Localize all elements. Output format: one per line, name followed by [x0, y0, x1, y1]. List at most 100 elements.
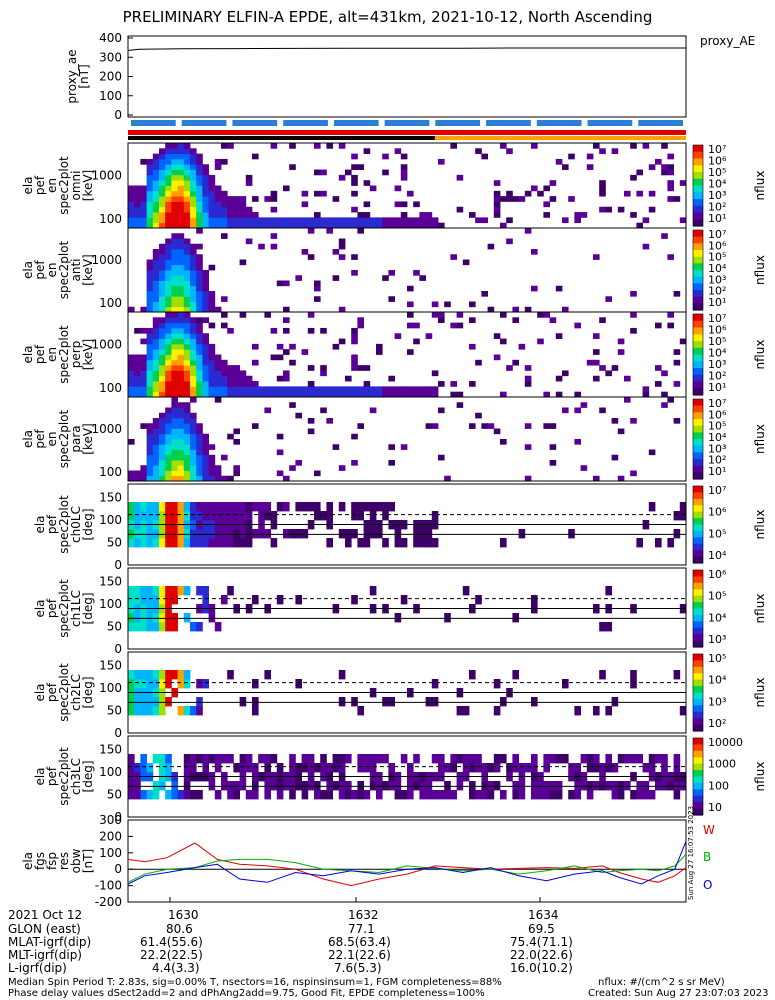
energy-panel-1-cell: [196, 180, 203, 186]
energy-panel-2-cell: [146, 296, 154, 302]
energy-panel-2-cell: [152, 296, 160, 302]
energy-panel-3-cell: [500, 391, 507, 398]
pitch-panel-3-cell: [239, 754, 247, 764]
pitch-panel-3-cell: [407, 781, 414, 791]
footer-line-2: Phase delay values dSect2add=2 and dPhAn…: [8, 988, 485, 999]
energy-panel-3-cell: [183, 359, 191, 366]
pitch-panel-1-ylabel-line-3: ch1LC: [69, 590, 83, 627]
pitch-panel-2-cell: [146, 670, 154, 680]
energy-panel-4-cell: [140, 423, 147, 429]
pitch-panel-2-cell: [388, 697, 395, 707]
energy-panel-4-cell: [196, 428, 203, 435]
pitch-panel-3-cell: [351, 790, 358, 800]
energy-panel-3-cell: [369, 386, 377, 393]
pitch-panel-2-cell: [196, 679, 203, 689]
energy-panel-2-cell: [159, 301, 166, 308]
energy-panel-3-cell: [202, 349, 209, 355]
energy-panel-3-cell: [245, 375, 253, 382]
energy-panel-3-cell: [258, 386, 265, 393]
pitch-panel-1-colorbar-swatch: [693, 634, 703, 638]
energy-panel-3-cell: [214, 365, 222, 371]
energy-panel-1-cell: [171, 196, 178, 202]
energy-panel-2-cell: [301, 249, 309, 255]
energy-panel-1-cell: [363, 201, 371, 208]
pitch-panel-0-ytick-label: 100: [99, 513, 122, 527]
energy-panel-3-cell: [283, 386, 290, 393]
energy-panel-2-cell: [177, 270, 185, 276]
energy-panel-2-cell: [177, 264, 185, 271]
energy-panel-3-cell: [500, 312, 507, 318]
energy-panel-3-cell: [190, 354, 197, 361]
pitch-panel-1-colorbar-tick: 10³: [708, 633, 726, 646]
pitch-panel-2-colorbar-tick: 10⁴: [708, 674, 727, 687]
pitch-panel-2-colorbar-swatch: [693, 682, 703, 687]
energy-panel-3-cell: [407, 349, 414, 355]
energy-panel-4-cell: [171, 460, 178, 466]
pitch-panel-1-colorbar-swatch: [693, 640, 703, 645]
pitch-panel-0-cell: [146, 529, 154, 539]
energy-panel-1-cell: [351, 217, 358, 224]
pitch-panel-1-cell: [202, 595, 209, 605]
energy-panel-2-colorbar-swatch: [693, 303, 703, 308]
pitch-panel-3-cell: [469, 790, 476, 800]
fgs-panel-ytick-label: 200: [99, 829, 122, 843]
energy-panel-4-cell: [388, 444, 395, 450]
energy-panel-1-cell: [307, 222, 315, 229]
energy-panel-2-cell: [562, 306, 569, 313]
energy-panel-4-frame: [127, 396, 687, 482]
energy-panel-4-cell: [177, 454, 185, 461]
pitch-panel-0-cell: [363, 502, 371, 512]
energy-panel-4-cell: [611, 418, 619, 424]
energy-panel-1-cell: [252, 153, 259, 160]
energy-panel-1-cell: [245, 217, 253, 224]
energy-panel-3-cell: [190, 327, 197, 334]
energy-panel-2-cell: [146, 264, 154, 271]
energy-panel-1-cell: [159, 196, 166, 202]
energy-panel-4-cell: [146, 460, 154, 466]
footer-created: Created: Sun Aug 27 23:07:03 2023: [588, 988, 769, 999]
energy-panel-1-ylabel-line-2: en: [45, 178, 59, 193]
energy-panel-3-cell: [214, 354, 222, 361]
energy-panel-4-cell: [171, 397, 178, 403]
energy-panel-1-cell: [239, 217, 247, 224]
energy-panel-1-cell: [630, 143, 637, 149]
pitch-panel-0-cell: [382, 511, 389, 521]
energy-panel-3-cell: [270, 327, 278, 334]
pitch-panel-2-cell: [152, 670, 160, 680]
pitch-panel-2-colorbar-swatch: [693, 714, 703, 719]
energy-panel-3-colorbar-frame: [692, 313, 704, 396]
pitch-panel-0-cell: [394, 529, 402, 539]
pitch-panel-3-cell: [369, 763, 377, 773]
energy-panel-1-colorbar-swatch: [693, 188, 703, 193]
pitch-panel-2-colorbar-swatch: [693, 711, 703, 716]
energy-panel-3-cell: [159, 354, 166, 361]
spin-segment: [283, 120, 328, 126]
pitch-panel-2-cell: [574, 706, 581, 716]
energy-panel-1-cell: [190, 185, 197, 192]
energy-panel-1-cell: [338, 217, 346, 224]
energy-panel-1-cell: [301, 222, 309, 229]
energy-panel-2-cell: [357, 228, 364, 234]
energy-panel-3-cell: [562, 370, 569, 377]
energy-panel-1-cell: [599, 190, 606, 197]
energy-panel-3-cell: [183, 381, 191, 387]
energy-panel-3-cell: [159, 343, 166, 350]
energy-panel-3-cell: [196, 343, 203, 350]
pitch-panel-3-cell: [320, 790, 327, 800]
energy-panel-1-cell: [493, 212, 501, 218]
pitch-panel-1-cell: [183, 586, 191, 596]
pitch-panel-0-cell: [326, 511, 333, 521]
energy-panel-2-cell: [159, 291, 166, 297]
energy-panel-1-cell: [493, 206, 501, 213]
energy-panel-3-cell: [289, 386, 296, 393]
xaxis-mlt-2: 22.1(22.6): [328, 948, 391, 962]
pitch-panel-1-colorbar-swatch: [693, 592, 703, 597]
energy-panel-1-cell: [642, 143, 650, 149]
energy-panel-1-cell: [524, 190, 532, 197]
pitch-panel-1-ytick-label: 150: [99, 575, 122, 589]
energy-panel-4-cell: [140, 475, 147, 482]
energy-panel-3-cell: [679, 338, 687, 345]
energy-panel-1-cell: [252, 212, 259, 218]
pitch-panel-1-cell: [208, 613, 216, 623]
pitch-panel-1-cell: [462, 586, 470, 596]
